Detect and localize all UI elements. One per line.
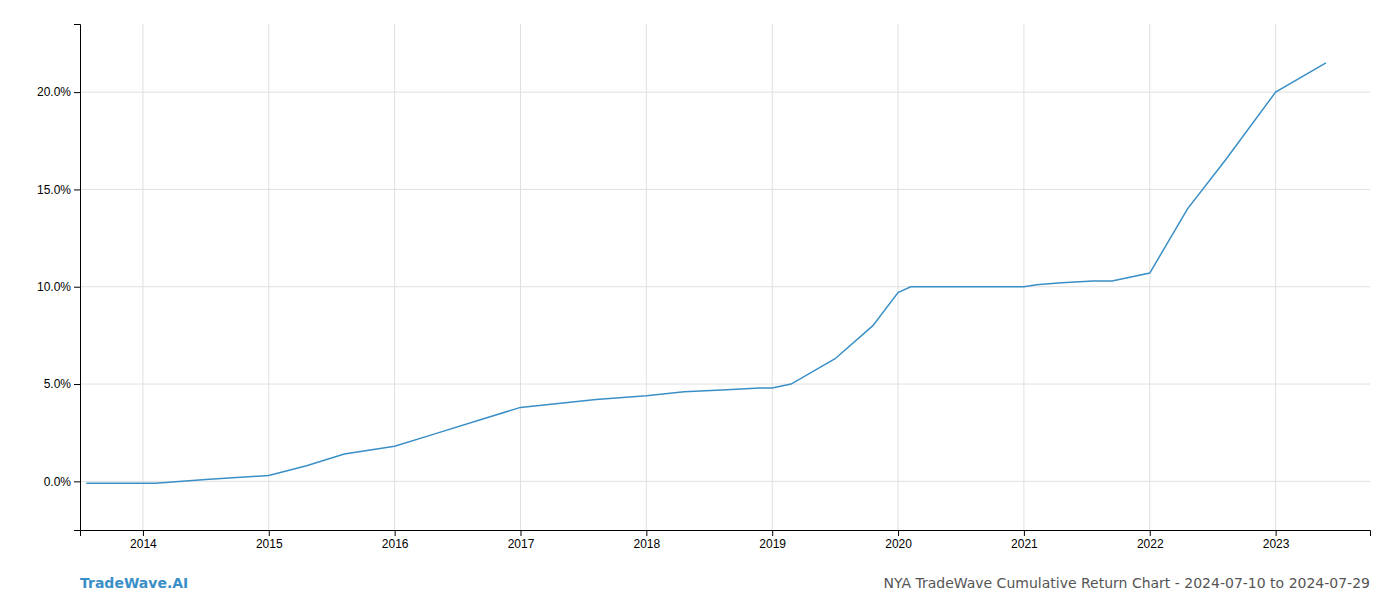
grid-line-y <box>80 286 1370 287</box>
y-axis-tick-mark <box>74 481 80 482</box>
y-axis-tick-mark <box>74 92 80 93</box>
x-axis-tick: 2023 <box>1263 530 1290 551</box>
grid-line-x <box>772 24 773 530</box>
y-axis-tick: 15.0% <box>37 183 80 197</box>
x-axis-tick: 2014 <box>130 530 157 551</box>
grid-line-x <box>268 24 269 530</box>
x-axis-tick: 2015 <box>256 530 283 551</box>
x-axis-tick-label: 2016 <box>382 537 409 551</box>
y-axis-tick-label: 10.0% <box>37 280 71 294</box>
y-axis-tick: 20.0% <box>37 85 80 99</box>
x-axis-tick-mark <box>898 530 899 536</box>
y-axis-tick-mark <box>74 384 80 385</box>
x-axis-tick: 2018 <box>633 530 660 551</box>
grid-line-x <box>394 24 395 530</box>
grid-line-x <box>520 24 521 530</box>
x-axis-tick-mark <box>143 530 144 536</box>
x-axis-tick-label: 2023 <box>1263 537 1290 551</box>
x-axis-tick-label: 2014 <box>130 537 157 551</box>
y-axis-tick-label: 20.0% <box>37 85 71 99</box>
grid-line-x <box>1023 24 1024 530</box>
y-axis-tick: 5.0% <box>44 377 80 391</box>
grid-line-x <box>646 24 647 530</box>
grid-line-x <box>142 24 143 530</box>
plot-area: 2014 2015 2016 2017 2018 2019 2020 2021 2022 2023… <box>37 24 1371 551</box>
y-axis-line <box>74 25 81 531</box>
x-axis-tick-mark <box>772 530 773 536</box>
y-axis-tick-label: 0.0% <box>44 475 72 489</box>
grid-line-x <box>898 24 899 530</box>
grid-line-y <box>80 189 1370 190</box>
x-axis: 2014 2015 2016 2017 2018 2019 2020 2021 2022 2023 <box>81 530 1371 551</box>
x-axis-tick-label: 2020 <box>885 537 912 551</box>
x-axis-tick-label: 2021 <box>1011 537 1038 551</box>
x-axis-tick-label: 2018 <box>633 537 660 551</box>
y-axis-tick-mark <box>74 287 80 288</box>
grid-line-y <box>80 481 1370 482</box>
chart: 2014 2015 2016 2017 2018 2019 2020 2021 2022 2023… <box>0 0 1400 600</box>
grid-line-x <box>1149 24 1150 530</box>
y-axis-tick-label: 5.0% <box>44 377 72 391</box>
x-axis-tick-label: 2017 <box>508 537 535 551</box>
x-axis-line <box>81 531 1371 537</box>
x-axis-tick-mark <box>269 530 270 536</box>
x-axis-tick: 2019 <box>759 530 786 551</box>
x-axis-tick-mark <box>395 530 396 536</box>
x-axis-tick: 2016 <box>382 530 409 551</box>
y-axis-tick: 10.0% <box>37 280 80 294</box>
x-axis-tick: 2021 <box>1011 530 1038 551</box>
x-axis-tick-mark <box>1024 530 1025 536</box>
y-axis-tick: 0.0% <box>44 475 80 489</box>
x-axis-tick-mark <box>1150 530 1151 536</box>
y-axis-tick-label: 15.0% <box>37 183 71 197</box>
x-axis-tick: 2017 <box>508 530 535 551</box>
line <box>86 63 1326 483</box>
x-axis-tick-mark <box>520 530 521 536</box>
x-axis-tick-mark <box>646 530 647 536</box>
x-axis-tick-label: 2015 <box>256 537 283 551</box>
title: NYA TradeWave Cumulative Return Chart - … <box>883 575 1370 591</box>
grid-line-x <box>1275 24 1276 530</box>
x-axis-tick-label: 2019 <box>759 537 786 551</box>
y-axis-tick-mark <box>74 189 80 190</box>
x-axis-tick: 2022 <box>1137 530 1164 551</box>
annotation: TradeWave.AI <box>80 575 188 591</box>
x-axis-tick-label: 2022 <box>1137 537 1164 551</box>
texts: TradeWave.AI NYA TradeWave Cumulative Ret… <box>80 575 1370 591</box>
x-axis-tick: 2020 <box>885 530 912 551</box>
grid-line-y <box>80 384 1370 385</box>
marks <box>86 63 1326 483</box>
grid-line-y <box>80 92 1370 93</box>
x-axis-tick-mark <box>1276 530 1277 536</box>
grid <box>80 24 1370 530</box>
y-axis: 0.0% 5.0% 10.0% 15.0% 20.0% <box>37 25 81 531</box>
